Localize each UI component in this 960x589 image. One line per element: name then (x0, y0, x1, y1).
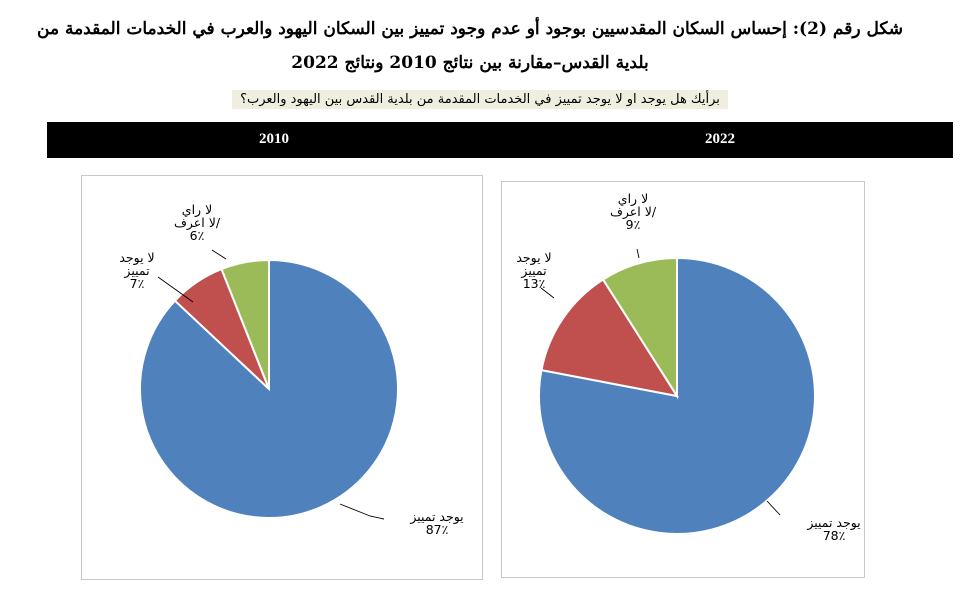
slice-value-not-exists: 13٪ (523, 276, 546, 291)
pie-slice-no-opinion (220, 258, 270, 390)
slice-label-not-exists: لا يوجد تمييز (119, 250, 154, 279)
year-header-bar: 2010 2022 (47, 122, 953, 158)
leader-line-not-exists (540, 287, 555, 299)
figure-title: شكل رقم (2): إحساس السكان المقدسيين بوجو… (37, 19, 903, 73)
slice-label-no-opinion: لا راي/لا اعرف (610, 191, 657, 220)
slice-label-no-opinion: لا راي/لا اعرف (174, 202, 221, 231)
slice-value-not-exists: 7٪ (130, 276, 145, 291)
slice-label-exists: يوجد تمييز (409, 509, 464, 525)
leader-line-exists (339, 503, 385, 520)
slice-value-no-opinion: 9٪ (626, 217, 641, 232)
survey-question: برأيك هل يوجد او لا يوجد تمييز في الخدما… (232, 90, 728, 109)
slice-value-no-opinion: 6٪ (190, 228, 205, 243)
year-label-2022: 2022 (705, 131, 735, 147)
year-label-2010: 2010 (259, 131, 289, 147)
leader-line-no-opinion (211, 249, 227, 260)
pie-slice-not-exists (540, 278, 680, 398)
slice-value-exists: 87٪ (426, 522, 449, 537)
pie-slice-no-opinion (601, 256, 678, 400)
slice-label-exists: يوجد تمييز (806, 515, 861, 531)
slice-label-not-exists: لا يوجد تمييز (516, 250, 551, 279)
leader-line-no-opinion (636, 248, 640, 259)
pie-chart-2010: يوجد تمييز 87٪ لا يوجد تمييز 7٪ لا راي/لا اعر… (81, 175, 483, 580)
pie-chart-2022: يوجد تمييز 78٪ لا يوجد تمييز 13٪ لا راي/لا اع… (501, 181, 865, 578)
slice-value-exists: 78٪ (823, 528, 846, 543)
leader-line-not-exists (157, 276, 194, 303)
leader-line-exists (766, 500, 781, 516)
